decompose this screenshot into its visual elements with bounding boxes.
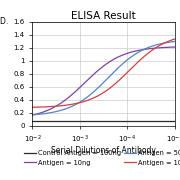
Antigen = 100ng bbox=[148, 51, 150, 54]
Antigen = 10ng bbox=[108, 61, 110, 63]
Control Antigen = 100ng bbox=[170, 120, 172, 123]
Antigen = 50ng bbox=[99, 85, 101, 87]
Line: Antigen = 10ng: Antigen = 10ng bbox=[32, 47, 175, 115]
Control Antigen = 100ng bbox=[174, 120, 176, 123]
Antigen = 50ng bbox=[108, 76, 110, 78]
Control Antigen = 100ng bbox=[116, 120, 118, 123]
Y-axis label: O.D.: O.D. bbox=[0, 17, 9, 26]
Antigen = 50ng bbox=[170, 41, 172, 43]
Antigen = 10ng bbox=[100, 67, 102, 69]
Control Antigen = 100ng bbox=[108, 120, 110, 123]
Antigen = 50ng bbox=[100, 84, 102, 86]
Antigen = 10ng bbox=[148, 48, 150, 50]
Antigen = 50ng bbox=[116, 68, 118, 70]
Antigen = 50ng bbox=[148, 46, 150, 48]
Control Antigen = 100ng bbox=[99, 120, 101, 123]
Antigen = 100ng bbox=[174, 38, 176, 40]
Antigen = 100ng bbox=[99, 94, 101, 96]
Control Antigen = 100ng bbox=[100, 120, 102, 123]
Title: ELISA Result: ELISA Result bbox=[71, 11, 136, 21]
Line: Antigen = 100ng: Antigen = 100ng bbox=[32, 39, 175, 107]
Antigen = 100ng bbox=[170, 39, 172, 41]
Antigen = 100ng bbox=[31, 106, 33, 108]
Antigen = 10ng bbox=[31, 114, 33, 116]
Antigen = 10ng bbox=[170, 46, 172, 48]
Antigen = 100ng bbox=[100, 93, 102, 95]
Control Antigen = 100ng bbox=[148, 120, 150, 123]
Legend: Control Antigen = 100ng, Antigen = 10ng, Antigen = 50ng, Antigen = 100ng: Control Antigen = 100ng, Antigen = 10ng,… bbox=[24, 150, 180, 166]
Antigen = 10ng bbox=[116, 57, 118, 59]
Antigen = 10ng bbox=[174, 46, 176, 48]
Antigen = 10ng bbox=[99, 68, 101, 70]
Antigen = 100ng bbox=[108, 87, 110, 90]
Antigen = 50ng bbox=[31, 114, 33, 116]
X-axis label: Serial Dilutions of Antibody: Serial Dilutions of Antibody bbox=[51, 146, 156, 155]
Antigen = 100ng bbox=[116, 81, 118, 83]
Line: Antigen = 50ng: Antigen = 50ng bbox=[32, 41, 175, 115]
Control Antigen = 100ng bbox=[31, 120, 33, 123]
Antigen = 50ng bbox=[174, 40, 176, 42]
